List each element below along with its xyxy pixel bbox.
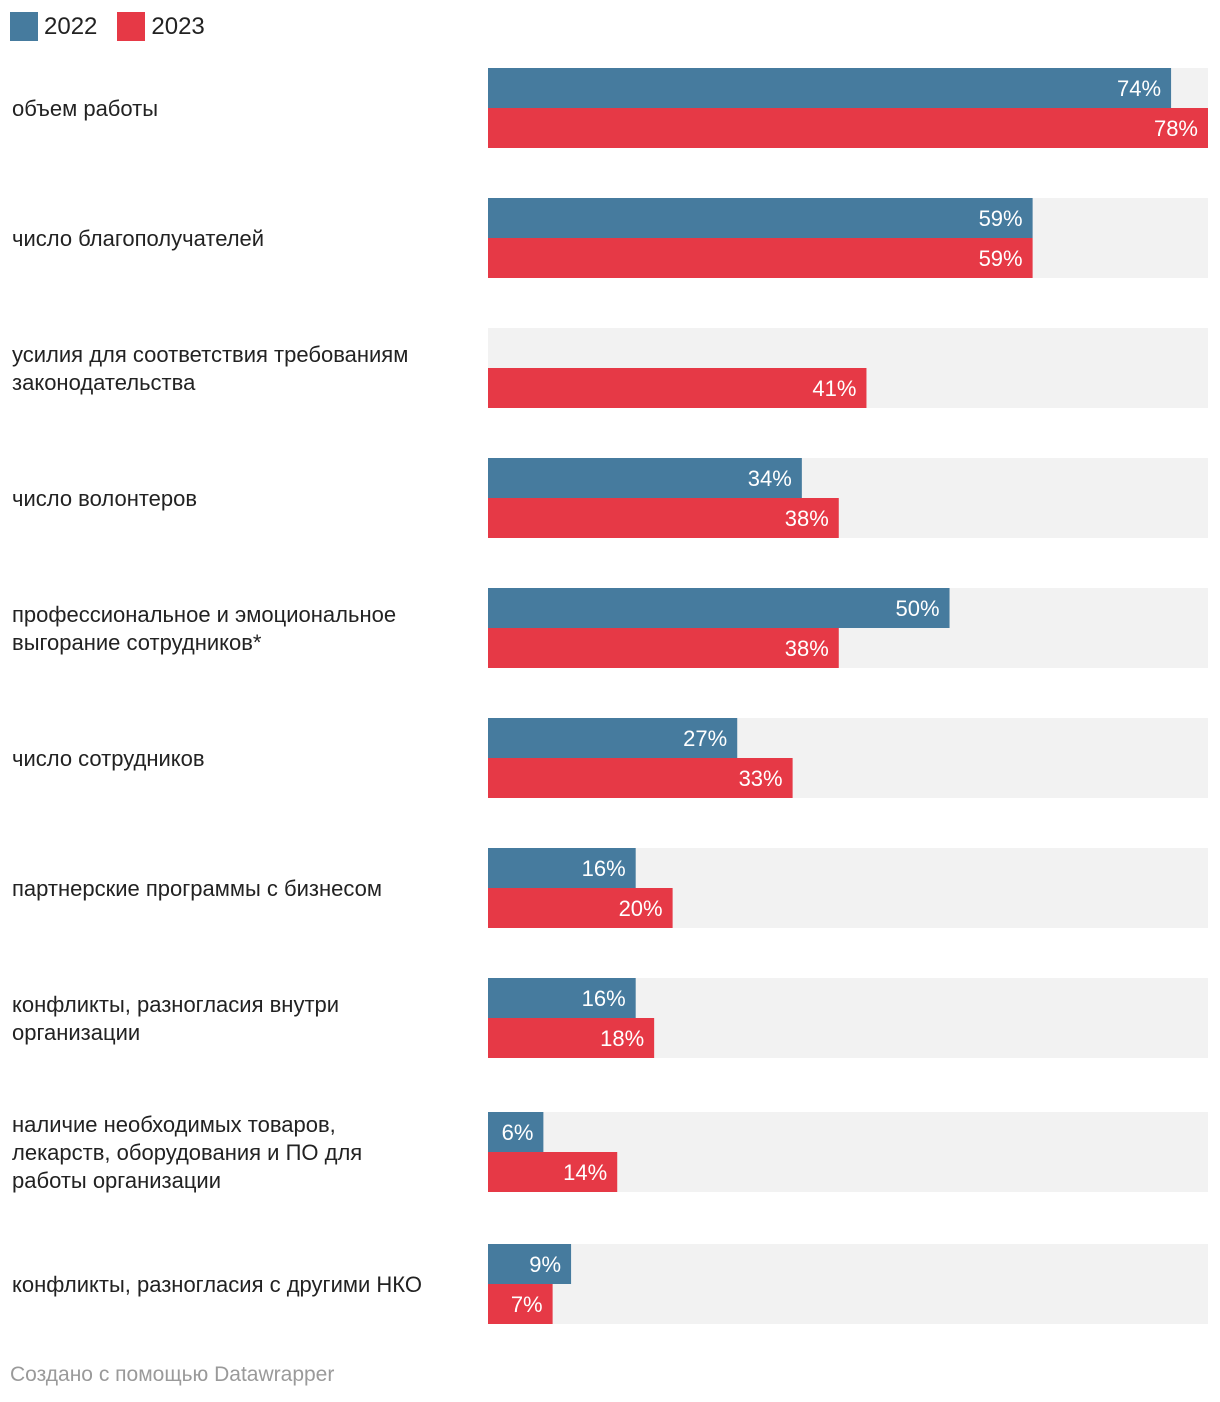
legend: 2022 2023: [10, 12, 205, 41]
bar-2023: [488, 108, 1208, 148]
bar-track: [488, 1244, 1208, 1324]
data-label-2022: 27%: [683, 726, 727, 751]
legend-label-2023: 2023: [151, 12, 205, 40]
category-group: усилия для соответствия требованиям закон…: [12, 328, 1208, 408]
legend-label-2022: 2022: [44, 12, 98, 40]
bar-2022: [488, 198, 1033, 238]
category-group: конфликты, разногласия с другими НКО 9% 7%: [12, 1244, 1208, 1324]
bar-2023: [488, 368, 867, 408]
footer-credit: Создано с помощью Datawrapper: [10, 1363, 335, 1386]
data-label-2023: 14%: [563, 1160, 607, 1185]
data-label-2023: 38%: [785, 636, 829, 661]
data-label-2022: 16%: [582, 856, 626, 881]
bar-2023: [488, 888, 673, 928]
data-label-2023: 38%: [785, 506, 829, 531]
bar-2023: [488, 1284, 553, 1324]
bar-2023: [488, 1018, 655, 1058]
legend-item-2022: 2022: [10, 12, 97, 41]
category-group: конфликты, разногласия внутри организации…: [12, 978, 1208, 1058]
data-label-2023: 78%: [1154, 116, 1198, 141]
bar-2022: [488, 718, 738, 758]
data-label-2022: 59%: [979, 206, 1023, 231]
category-group: число благополучателей 59% 59%: [12, 198, 1208, 278]
category-group: объем работы 74% 78%: [12, 68, 1208, 148]
bar-2022: [488, 848, 636, 888]
bar-2023: [488, 238, 1033, 278]
data-label-2022: 9%: [529, 1252, 561, 1277]
bar-2023: [488, 758, 793, 798]
bar-2022: [488, 978, 636, 1018]
category-label: конфликты, разногласия внутри организации: [12, 992, 339, 1045]
category-label: число волонтеров: [12, 486, 197, 511]
data-label-2022: 6%: [502, 1120, 534, 1145]
bar-2022: [488, 458, 802, 498]
data-label-2022: 50%: [895, 596, 939, 621]
bar-2023: [488, 498, 839, 538]
category-group: партнерские программы с бизнесом 16% 20%: [12, 848, 1208, 928]
category-group: наличие необходимых товаров, лекарств, об…: [12, 1112, 1208, 1193]
category-label: усилия для соответствия требованиям закон…: [12, 342, 408, 395]
bar-2022: [488, 1112, 544, 1152]
category-label: число сотрудников: [12, 746, 205, 771]
data-label-2023: 18%: [600, 1026, 644, 1051]
category-label: наличие необходимых товаров, лекарств, об…: [12, 1112, 362, 1193]
category-label: партнерские программы с бизнесом: [12, 876, 382, 901]
data-label-2022: 74%: [1117, 76, 1161, 101]
data-label-2022: 34%: [748, 466, 792, 491]
data-label-2023: 7%: [511, 1292, 543, 1317]
data-label-2022: 16%: [582, 986, 626, 1011]
bar-2022: [488, 588, 950, 628]
category-group: число волонтеров 34% 38%: [12, 458, 1208, 538]
legend-swatch-2023: [117, 12, 146, 41]
bar-2023: [488, 628, 839, 668]
data-label-2023: 59%: [979, 246, 1023, 271]
data-label-2023: 20%: [619, 896, 663, 921]
category-group: профессиональное и эмоциональное выгорани…: [12, 588, 1208, 668]
legend-item-2023: 2023: [117, 12, 205, 41]
legend-swatch-2022: [10, 12, 38, 41]
bar-2022: [488, 1244, 572, 1284]
data-label-2023: 33%: [739, 766, 783, 791]
category-label: конфликты, разногласия с другими НКО: [12, 1272, 422, 1297]
category-label: объем работы: [12, 96, 158, 121]
category-label: профессиональное и эмоциональное выгорани…: [12, 602, 396, 655]
data-label-2023: 41%: [812, 376, 856, 401]
bar-2022: [488, 68, 1172, 108]
category-label: число благополучателей: [12, 226, 264, 251]
bar-2023: [488, 1152, 618, 1192]
category-group: число сотрудников 27% 33%: [12, 718, 1208, 798]
